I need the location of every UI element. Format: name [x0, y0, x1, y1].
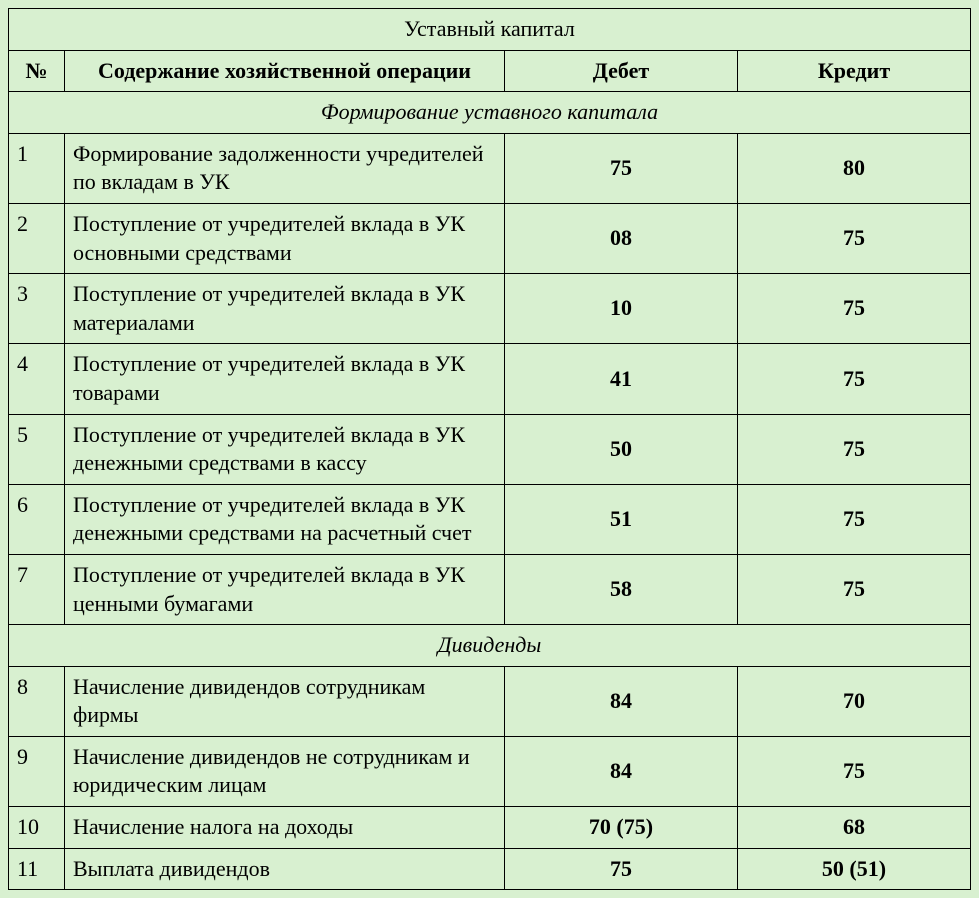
cell-debit: 51 [505, 484, 738, 554]
cell-credit: 75 [738, 484, 971, 554]
table-row: 7 Поступление от учредителей вклада в УК… [9, 554, 971, 624]
col-header-desc: Содержание хозяйственной операции [65, 50, 505, 92]
cell-credit: 75 [738, 274, 971, 344]
accounting-table: Уставный капитал № Содержание хозяйствен… [8, 8, 971, 890]
table-row: 2 Поступление от учредителей вклада в УК… [9, 203, 971, 273]
col-header-num: № [9, 50, 65, 92]
cell-desc: Поступление от учредителей вклада в УК ц… [65, 554, 505, 624]
cell-credit: 70 [738, 666, 971, 736]
section-heading-text: Формирование уставного капитала [9, 92, 971, 134]
cell-desc: Начисление дивидендов не сотрудникам и ю… [65, 736, 505, 806]
cell-debit: 58 [505, 554, 738, 624]
cell-debit: 41 [505, 344, 738, 414]
cell-credit: 68 [738, 807, 971, 849]
table-row: 10 Начисление налога на доходы 70 (75) 6… [9, 807, 971, 849]
cell-num: 5 [9, 414, 65, 484]
table-row: 5 Поступление от учредителей вклада в УК… [9, 414, 971, 484]
cell-debit: 70 (75) [505, 807, 738, 849]
cell-debit: 75 [505, 848, 738, 890]
table-title-row: Уставный капитал [9, 9, 971, 51]
cell-desc: Поступление от учредителей вклада в УК о… [65, 203, 505, 273]
cell-num: 6 [9, 484, 65, 554]
cell-debit: 08 [505, 203, 738, 273]
cell-debit: 84 [505, 736, 738, 806]
cell-credit: 75 [738, 344, 971, 414]
table-row: 11 Выплата дивидендов 75 50 (51) [9, 848, 971, 890]
cell-debit: 10 [505, 274, 738, 344]
cell-credit: 75 [738, 203, 971, 273]
col-header-debit: Дебет [505, 50, 738, 92]
cell-num: 11 [9, 848, 65, 890]
cell-debit: 84 [505, 666, 738, 736]
section-heading: Формирование уставного капитала [9, 92, 971, 134]
cell-desc: Формирование задолженности учредителей п… [65, 133, 505, 203]
section-heading-text: Дивиденды [9, 625, 971, 667]
table-row: 9 Начисление дивидендов не сотрудникам и… [9, 736, 971, 806]
cell-debit: 75 [505, 133, 738, 203]
cell-num: 4 [9, 344, 65, 414]
col-header-credit: Кредит [738, 50, 971, 92]
table-title: Уставный капитал [9, 9, 971, 51]
cell-desc: Поступление от учредителей вклада в УК д… [65, 414, 505, 484]
table-row: 4 Поступление от учредителей вклада в УК… [9, 344, 971, 414]
table-row: 8 Начисление дивидендов сотрудникам фирм… [9, 666, 971, 736]
cell-desc: Начисление налога на доходы [65, 807, 505, 849]
cell-num: 7 [9, 554, 65, 624]
cell-desc: Поступление от учредителей вклада в УК м… [65, 274, 505, 344]
cell-credit: 75 [738, 736, 971, 806]
cell-desc: Поступление от учредителей вклада в УК т… [65, 344, 505, 414]
cell-num: 2 [9, 203, 65, 273]
table-row: 3 Поступление от учредителей вклада в УК… [9, 274, 971, 344]
cell-debit: 50 [505, 414, 738, 484]
cell-num: 8 [9, 666, 65, 736]
cell-desc: Выплата дивидендов [65, 848, 505, 890]
cell-credit: 75 [738, 554, 971, 624]
section-heading: Дивиденды [9, 625, 971, 667]
cell-credit: 50 (51) [738, 848, 971, 890]
cell-credit: 80 [738, 133, 971, 203]
cell-desc: Поступление от учредителей вклада в УК д… [65, 484, 505, 554]
cell-credit: 75 [738, 414, 971, 484]
cell-num: 9 [9, 736, 65, 806]
table-row: 1 Формирование задолженности учредителей… [9, 133, 971, 203]
table-header-row: № Содержание хозяйственной операции Дебе… [9, 50, 971, 92]
cell-num: 10 [9, 807, 65, 849]
cell-num: 3 [9, 274, 65, 344]
cell-desc: Начисление дивидендов сотрудникам фирмы [65, 666, 505, 736]
cell-num: 1 [9, 133, 65, 203]
table-row: 6 Поступление от учредителей вклада в УК… [9, 484, 971, 554]
